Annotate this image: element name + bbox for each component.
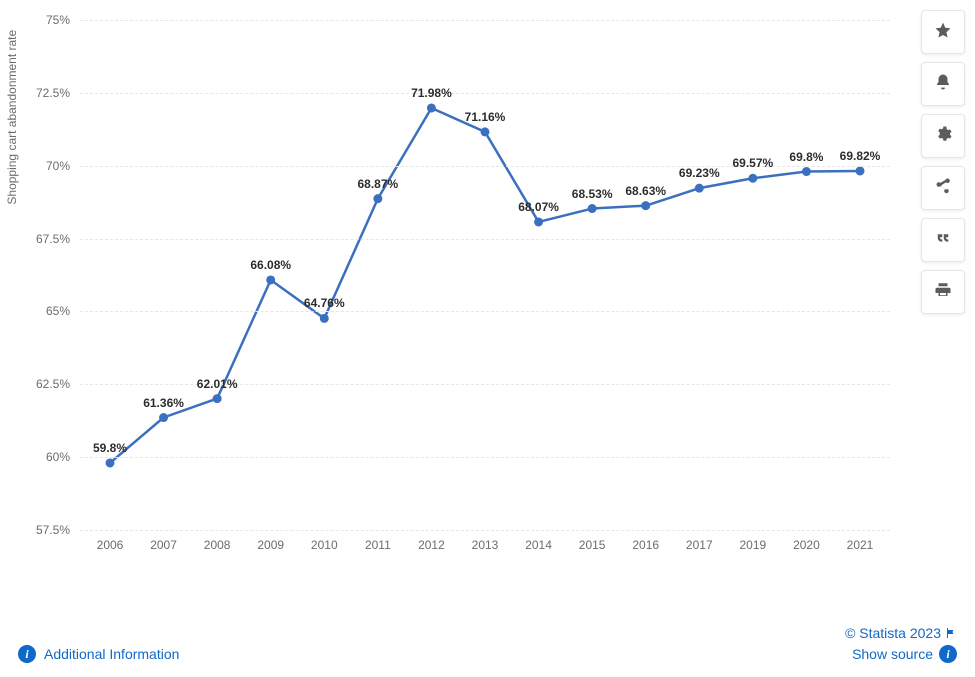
copyright-link[interactable]: © Statista 2023 — [845, 625, 957, 641]
data-point[interactable] — [320, 314, 329, 323]
data-label: 71.98% — [411, 86, 452, 100]
chart-container: Shopping cart abandonment rate 57.5%60%6… — [0, 0, 910, 575]
data-label: 69.23% — [679, 166, 720, 180]
data-point[interactable] — [427, 104, 436, 113]
plot-area: 57.5%60%62.5%65%67.5%70%72.5%75%20062007… — [80, 20, 890, 530]
print-icon — [934, 281, 952, 304]
data-label: 69.8% — [789, 150, 823, 164]
x-tick-label: 2008 — [204, 538, 231, 552]
info-icon: i — [939, 645, 957, 663]
grid-line — [80, 457, 890, 458]
side-toolbar — [921, 10, 965, 314]
x-tick-label: 2021 — [847, 538, 874, 552]
x-tick-label: 2014 — [525, 538, 552, 552]
data-label: 64.76% — [304, 296, 345, 310]
line-chart-svg — [80, 20, 890, 530]
grid-line — [80, 93, 890, 94]
settings-button[interactable] — [921, 114, 965, 158]
data-point[interactable] — [481, 127, 490, 136]
data-point[interactable] — [802, 167, 811, 176]
data-label: 59.8% — [93, 441, 127, 455]
x-tick-label: 2006 — [97, 538, 124, 552]
x-tick-label: 2020 — [793, 538, 820, 552]
y-tick-label: 65% — [46, 304, 70, 318]
data-point[interactable] — [534, 217, 543, 226]
alert-button[interactable] — [921, 62, 965, 106]
x-tick-label: 2013 — [472, 538, 499, 552]
footer-right: © Statista 2023 Show source i — [845, 625, 957, 663]
data-point[interactable] — [748, 174, 757, 183]
data-label: 66.08% — [250, 258, 291, 272]
x-tick-label: 2017 — [686, 538, 713, 552]
show-source-label: Show source — [852, 646, 933, 662]
x-tick-label: 2019 — [739, 538, 766, 552]
data-point[interactable] — [373, 194, 382, 203]
grid-line — [80, 311, 890, 312]
favorite-button[interactable] — [921, 10, 965, 54]
data-label: 61.36% — [143, 396, 184, 410]
x-tick-label: 2010 — [311, 538, 338, 552]
quote-icon — [934, 229, 952, 252]
x-tick-label: 2011 — [365, 538, 391, 552]
additional-info-label: Additional Information — [44, 646, 179, 662]
data-label: 68.87% — [357, 177, 398, 191]
data-label: 62.01% — [197, 377, 238, 391]
print-button[interactable] — [921, 270, 965, 314]
grid-line — [80, 239, 890, 240]
grid-line — [80, 530, 890, 531]
info-icon: i — [18, 645, 36, 663]
share-icon — [934, 177, 952, 200]
x-tick-label: 2016 — [632, 538, 659, 552]
bell-icon — [934, 73, 952, 96]
data-label: 69.82% — [840, 149, 881, 163]
x-tick-label: 2015 — [579, 538, 606, 552]
data-point[interactable] — [641, 201, 650, 210]
y-tick-label: 60% — [46, 450, 70, 464]
y-tick-label: 72.5% — [36, 86, 70, 100]
data-label: 68.63% — [625, 184, 666, 198]
y-tick-label: 67.5% — [36, 232, 70, 246]
chart-footer: i Additional Information © Statista 2023… — [18, 625, 957, 663]
y-tick-label: 75% — [46, 13, 70, 27]
data-point[interactable] — [588, 204, 597, 213]
copyright-label: © Statista 2023 — [845, 625, 941, 641]
y-tick-label: 62.5% — [36, 377, 70, 391]
star-icon — [934, 21, 952, 44]
additional-info-link[interactable]: i Additional Information — [18, 645, 179, 663]
data-label: 69.57% — [732, 156, 773, 170]
data-point[interactable] — [159, 413, 168, 422]
data-label: 68.53% — [572, 187, 613, 201]
data-point[interactable] — [266, 275, 275, 284]
x-tick-label: 2012 — [418, 538, 445, 552]
data-point[interactable] — [213, 394, 222, 403]
show-source-link[interactable]: Show source i — [852, 645, 957, 663]
flag-icon — [945, 627, 957, 639]
y-tick-label: 57.5% — [36, 523, 70, 537]
data-point[interactable] — [106, 458, 115, 467]
gear-icon — [934, 125, 952, 148]
data-label: 71.16% — [465, 110, 506, 124]
data-point[interactable] — [856, 166, 865, 175]
cite-button[interactable] — [921, 218, 965, 262]
share-button[interactable] — [921, 166, 965, 210]
grid-line — [80, 20, 890, 21]
data-label: 68.07% — [518, 200, 559, 214]
y-axis-label: Shopping cart abandonment rate — [5, 30, 19, 205]
data-point[interactable] — [695, 184, 704, 193]
x-tick-label: 2007 — [150, 538, 177, 552]
x-tick-label: 2009 — [257, 538, 284, 552]
y-tick-label: 70% — [46, 159, 70, 173]
